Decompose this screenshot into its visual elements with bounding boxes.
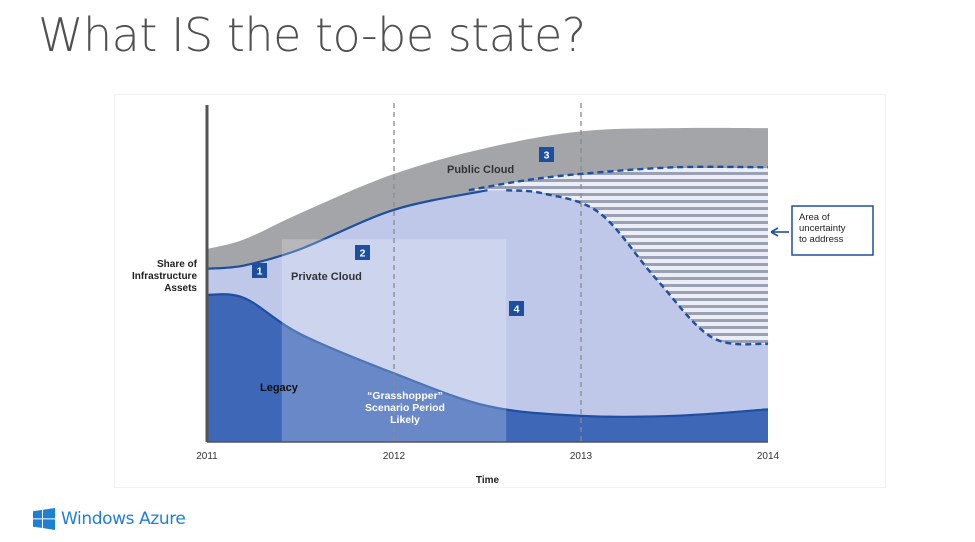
marker-number: 3 — [544, 150, 550, 162]
page-title: What IS the to-be state? — [38, 8, 586, 62]
callout-text: uncertainty — [799, 223, 846, 234]
grasshopper-label: Scenario Period — [365, 402, 445, 414]
grasshopper-label: “Grasshopper” — [367, 390, 443, 402]
callout-text: Area of — [799, 212, 830, 223]
y-axis-label: Infrastructure — [132, 271, 197, 282]
brand-logo: Windows Azure — [33, 508, 186, 530]
upper-uncertainty-line — [468, 165, 769, 192]
private-cloud-boundary — [206, 189, 488, 270]
uncertainty-callout — [791, 205, 874, 256]
y-axis-label: Share of — [157, 259, 198, 270]
grasshopper-label: Likely — [390, 414, 420, 426]
chart-panel: 2011 2012 2013 2014 Time Share of Infrastructu… — [115, 95, 885, 487]
marker-number: 2 — [360, 248, 366, 260]
y-axis-label: Assets — [164, 283, 197, 294]
brand-name: Windows Azure — [61, 509, 186, 529]
series-label-legacy: Legacy — [260, 382, 299, 394]
series-label-private-cloud: Private Cloud — [291, 271, 362, 283]
marker-3 — [539, 147, 554, 162]
x-tick-label: 2011 — [196, 451, 218, 462]
series-label-public-cloud: Public Cloud — [447, 164, 514, 176]
callout-text: to address — [799, 234, 844, 245]
lower-uncertainty-line — [506, 189, 769, 346]
x-tick-label: 2012 — [383, 451, 406, 462]
marker-4 — [509, 301, 524, 316]
area-legacy — [207, 294, 768, 442]
x-tick-label: 2013 — [570, 451, 593, 462]
x-axis-label: Time — [476, 475, 500, 486]
marker-number: 1 — [257, 266, 263, 278]
uncertainty-hatch — [468, 166, 768, 345]
area-chart: 2011 2012 2013 2014 Time Share ofInfrastructu… — [132, 103, 874, 486]
marker-2 — [355, 245, 370, 260]
windows-logo-icon — [33, 508, 55, 530]
marker-number: 4 — [514, 304, 520, 316]
x-tick-label: 2014 — [757, 451, 780, 462]
marker-1 — [252, 263, 267, 278]
legacy-boundary — [206, 293, 769, 418]
arrow-left-icon — [770, 227, 779, 237]
